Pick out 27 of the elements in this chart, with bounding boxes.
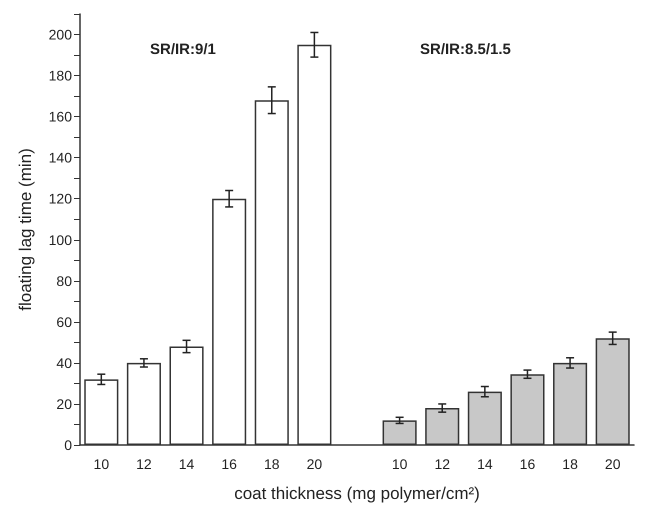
y-axis-title: floating lag time (min)	[16, 148, 35, 311]
y-tick-label: 60	[56, 314, 72, 330]
y-tick-label: 140	[48, 150, 72, 166]
annotation: SR/IR:8.5/1.5	[420, 41, 511, 58]
annotation: SR/IR:9/1	[150, 41, 216, 58]
y-tick-label: 200	[48, 26, 72, 43]
y-tick-label: 160	[48, 108, 72, 125]
y-tick-label: 0	[64, 437, 72, 453]
x-tick-label: 18	[264, 456, 280, 472]
x-tick-label: 12	[136, 456, 152, 472]
y-tick-label: 180	[48, 68, 72, 84]
x-tick-label: 20	[306, 456, 322, 472]
y-tick-label: 40	[56, 354, 72, 371]
x-tick-label: 18	[562, 456, 578, 472]
y-tick-label: 120	[48, 190, 72, 207]
x-tick-label: 16	[221, 456, 238, 472]
x-tick-label: 14	[477, 456, 493, 472]
y-tick-label: 100	[48, 232, 72, 248]
x-tick-label: 20	[604, 456, 621, 472]
x-tick-label: 12	[434, 456, 450, 472]
x-tick-label: 16	[520, 456, 536, 472]
y-tick-label: 80	[56, 272, 72, 289]
x-tick-label: 10	[94, 456, 110, 472]
y-tick-label: 20	[56, 396, 72, 412]
x-axis-title: coat thickness (mg polymer/cm²)	[234, 484, 480, 503]
x-tick-label: 14	[178, 456, 195, 472]
x-tick-label: 10	[392, 456, 408, 472]
